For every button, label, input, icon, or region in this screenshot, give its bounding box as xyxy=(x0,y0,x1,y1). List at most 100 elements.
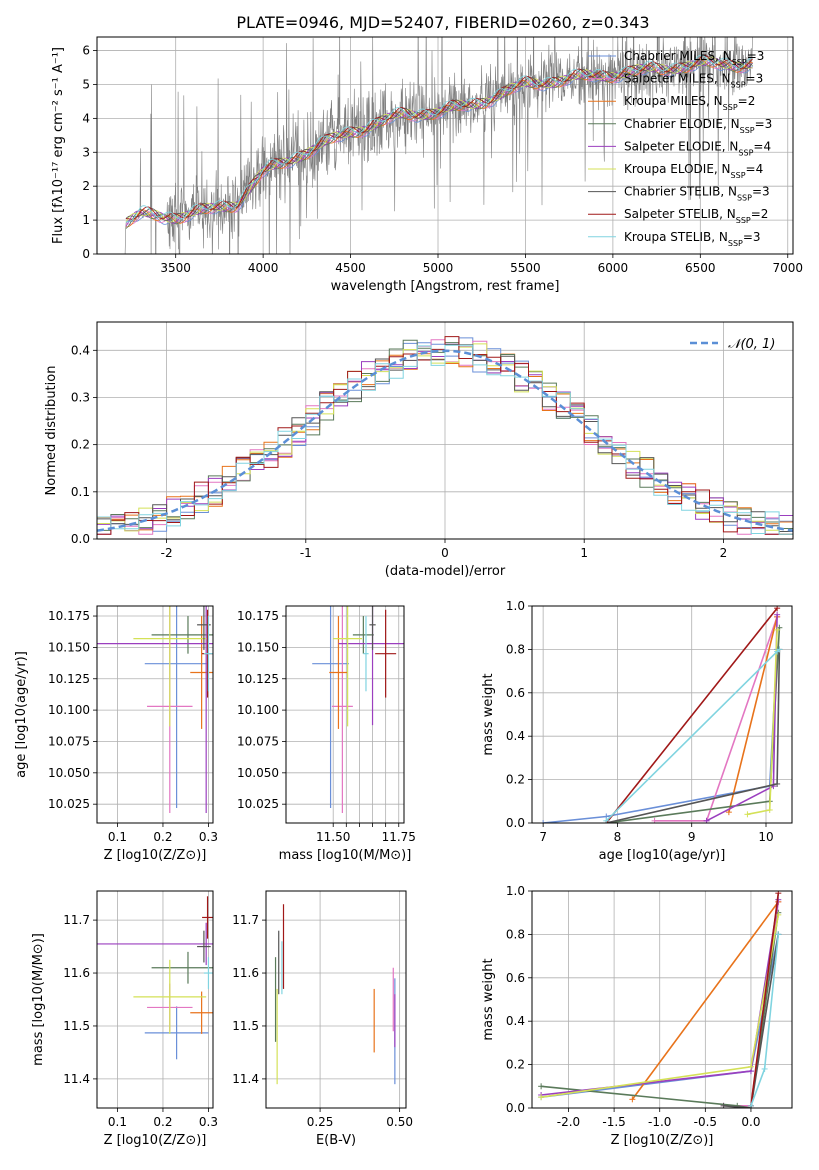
y-tick-label: 0.0 xyxy=(71,532,90,546)
y-tick-label: 0.4 xyxy=(71,343,90,357)
x-tick-label: -2.0 xyxy=(557,1115,580,1129)
y-tick-label: 1 xyxy=(82,213,90,227)
panel-age_vs_mass: 11.50 11.75 10.025 10.050 10.075 10.100 10.125… xyxy=(237,605,416,863)
y-axis-label: mass [log10(M/M⊙)] xyxy=(31,933,46,1066)
y-tick-label: 10.150 xyxy=(48,640,90,654)
x-axis-label: Z [log10(Z/Z⊙)] xyxy=(611,1133,714,1148)
plot-area xyxy=(124,37,753,254)
y-tick-label: 0.8 xyxy=(506,642,525,656)
legend-nssp: =3 xyxy=(752,185,770,199)
y-tick-label: 2 xyxy=(82,179,90,193)
legend: Chabrier MILES, NSSP=3 Salpeter MILES, NS… xyxy=(588,49,772,247)
x-tick-label: 2 xyxy=(720,546,728,560)
axes-frame xyxy=(265,890,407,1109)
x-axis-label: mass [log10(M/M⊙)] xyxy=(279,848,412,863)
grid xyxy=(266,891,406,1108)
axes-frame xyxy=(96,605,214,824)
legend-nssp: =3 xyxy=(755,117,773,131)
axes-frame xyxy=(531,605,793,824)
legend-subscript: SSP xyxy=(736,216,751,225)
mass-weight-line xyxy=(654,616,778,822)
y-tick-label: 1.0 xyxy=(506,599,525,613)
x-tick-label: 11.50 xyxy=(316,830,350,844)
spectrum-model-line xyxy=(125,59,753,225)
mass-weight-line xyxy=(605,648,780,822)
x-tick-label: 0.25 xyxy=(307,1115,334,1129)
plot-area xyxy=(538,891,782,1108)
x-tick-label: 0.1 xyxy=(108,830,127,844)
x-tick-label: -1.5 xyxy=(602,1115,625,1129)
x-tick-label: 10 xyxy=(758,830,773,844)
x-tick-label: 0.2 xyxy=(153,1115,172,1129)
y-tick-label: 0.0 xyxy=(506,1101,525,1115)
y-tick-label: 0.0 xyxy=(506,816,525,830)
panel-age_vs_Z: 0.1 0.2 0.3 10.025 10.050 10.075 10.100 10.125 1… xyxy=(14,605,218,863)
x-tick-label: 0.2 xyxy=(153,830,172,844)
y-tick-label: 10.050 xyxy=(237,766,279,780)
legend-subscript: SSP xyxy=(731,80,746,89)
y-tick-label: 11.4 xyxy=(63,1072,90,1086)
y-tick-label: 1.0 xyxy=(506,884,525,898)
legend-label: Chabrier MILES, NSSP=3 xyxy=(624,49,764,67)
y-tick-label: 10.150 xyxy=(237,640,279,654)
legend-label: Chabrier STELIB, NSSP=3 xyxy=(624,185,770,203)
panel-residuals: -2 -1 0 1 2 0.0 0.1 0.2 0.3 0.4 𝒩(0, 1) (data-model… xyxy=(44,321,794,579)
axes-frame xyxy=(285,605,405,824)
x-tick-label: 7 xyxy=(539,830,547,844)
x-tick-label: 6500 xyxy=(685,261,716,275)
y-tick-label: 10.025 xyxy=(48,797,90,811)
x-tick-label: 1 xyxy=(580,546,588,560)
axes-frame xyxy=(531,890,793,1109)
y-tick-label: 11.6 xyxy=(232,966,259,980)
y-tick-label: 10.100 xyxy=(48,703,90,717)
axes-frame xyxy=(96,890,214,1109)
spectrum-model-line xyxy=(125,54,753,220)
x-tick-label: 11.75 xyxy=(382,830,416,844)
spectrum-model-line xyxy=(125,56,753,223)
y-tick-label: 10.050 xyxy=(48,766,90,780)
panel-massweight_vs_age: 7 8 9 10 0.0 0.2 0.4 0.6 0.8 1.0 age [log10(age/yr… xyxy=(481,599,793,863)
x-tick-label: 5500 xyxy=(510,261,541,275)
spectrum-data-line xyxy=(124,37,753,254)
spectrum-model-line xyxy=(125,55,753,222)
legend-label: Salpeter MILES, NSSP=3 xyxy=(624,72,763,90)
x-tick-label: 9 xyxy=(688,830,696,844)
x-tick-label: 0.3 xyxy=(199,1115,218,1129)
plot-area xyxy=(274,904,396,1085)
plot-area xyxy=(312,606,404,813)
mass-weight-line xyxy=(606,627,781,823)
y-tick-label: 11.7 xyxy=(63,913,90,927)
x-axis-label: Z [log10(Z/Z⊙)] xyxy=(104,1133,207,1148)
panel-spectrum: 3500 4000 4500 5000 5500 6000 6500 7000 0 1 2 3 4 5 6 C… xyxy=(51,36,803,294)
y-tick-label: 4 xyxy=(82,111,90,125)
x-axis-label: Z [log10(Z/Z⊙)] xyxy=(104,848,207,863)
panels: 3500 4000 4500 5000 5500 6000 6500 7000 0 1 2 3 4 5 6 C… xyxy=(14,36,803,1148)
residual-histogram xyxy=(97,344,793,535)
x-tick-label: 4000 xyxy=(248,261,279,275)
x-tick-label: 0 xyxy=(441,546,449,560)
legend-label: Kroupa MILES, NSSP=2 xyxy=(624,94,755,112)
y-tick-label: 10.125 xyxy=(48,672,90,686)
legend-subscript: SSP xyxy=(740,125,755,134)
y-tick-label: 6 xyxy=(82,44,90,58)
y-tick-label: 10.175 xyxy=(237,609,279,623)
legend-label: Chabrier ELODIE, NSSP=3 xyxy=(624,117,772,135)
y-tick-label: 11.6 xyxy=(63,966,90,980)
y-tick-label: 11.5 xyxy=(232,1019,259,1033)
x-tick-label: -2 xyxy=(161,546,173,560)
plot-area xyxy=(97,606,213,813)
legend: 𝒩(0, 1) xyxy=(690,337,775,352)
x-tick-label: 0.50 xyxy=(386,1115,413,1129)
x-axis-label: (data-model)/error xyxy=(385,564,506,579)
x-tick-label: 6000 xyxy=(598,261,629,275)
legend-nssp: =3 xyxy=(747,49,765,63)
y-tick-label: 0 xyxy=(82,247,90,261)
legend-label: Salpeter ELODIE, NSSP=4 xyxy=(624,139,771,157)
legend-subscript: SSP xyxy=(737,193,752,202)
x-tick-label: 3500 xyxy=(160,261,191,275)
gaussian-curve xyxy=(97,349,793,532)
legend-subscript: SSP xyxy=(723,103,738,112)
panel-mass_vs_EBV: 0.25 0.50 11.4 11.5 11.6 11.7 E(B-V) xyxy=(232,890,413,1148)
y-axis-label: Normed distribution xyxy=(44,366,59,496)
